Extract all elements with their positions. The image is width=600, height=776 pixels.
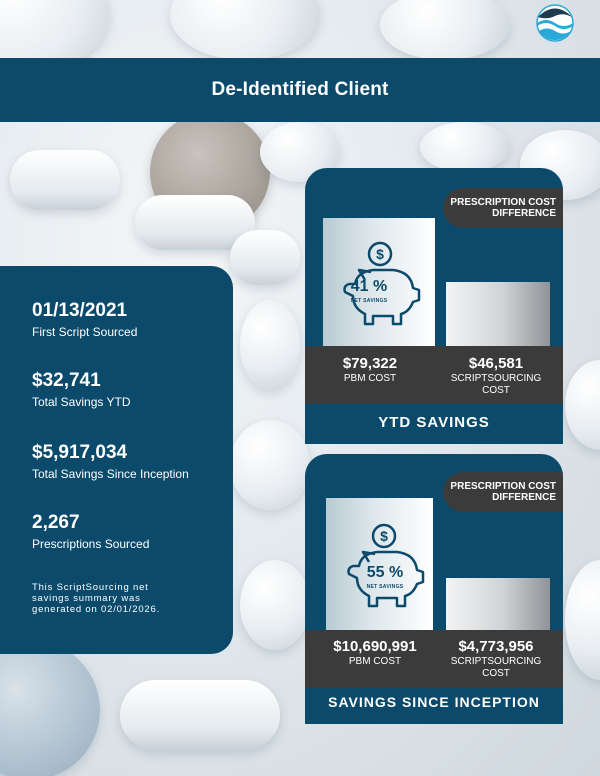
pill-image	[0, 640, 100, 776]
ytd-savings-card: PRESCRIPTION COST DIFFERENCE $ 41 % NET …	[305, 168, 563, 444]
pbm-cost-value: $10,690,991	[333, 638, 417, 655]
first-script-label: First Script Sourced	[32, 325, 138, 339]
pill-image	[230, 420, 310, 510]
prescriptions-label: Prescriptions Sourced	[32, 537, 150, 551]
piggy-bank-icon: $	[347, 523, 425, 608]
savings-inception-value: $5,917,034	[32, 442, 128, 463]
scriptsourcing-cost-label-1: SCRIPTSOURCING	[450, 656, 542, 667]
generated-note: This ScriptSourcing net savings summary …	[32, 582, 161, 615]
inception-savings-title: SAVINGS SINCE INCEPTION	[328, 694, 540, 710]
savings-ytd-value: $32,741	[32, 370, 101, 391]
scriptsourcing-cost-label-2: COST	[482, 385, 510, 396]
cost-values-row: $79,322 PBM COST $46,581 SCRIPTSOURCING …	[305, 346, 563, 404]
scriptsourcing-cost-bar	[446, 282, 550, 346]
inception-savings-card: PRESCRIPTION COST DIFFERENCE $ 55 % NET …	[305, 454, 563, 724]
stat-savings-inception: $5,917,034 Total Savings Since Inception	[32, 442, 189, 481]
card-header-badge: PRESCRIPTION COST DIFFERENCE	[443, 188, 563, 228]
ytd-percent: 41 %	[350, 278, 388, 295]
title-banner: De-Identified Client	[0, 58, 600, 122]
savings-ytd-label: Total Savings YTD	[32, 395, 131, 409]
pbm-cost-label: PBM COST	[343, 373, 397, 384]
savings-inception-label: Total Savings Since Inception	[32, 467, 189, 481]
scriptsourcing-cost-label-2: COST	[482, 668, 510, 679]
pill-image	[565, 360, 600, 450]
pill-image	[240, 560, 310, 650]
company-logo	[532, 4, 578, 42]
pill-image	[380, 0, 510, 60]
card-header-line2: DIFFERENCE	[492, 492, 556, 503]
pbm-cost-bar	[323, 218, 435, 346]
ytd-percent-sub: NET SAVINGS	[350, 298, 388, 304]
capsule-image	[120, 680, 280, 750]
card-header-line2: DIFFERENCE	[492, 208, 556, 219]
scriptsourcing-cost-value: $46,581	[468, 355, 524, 372]
pill-image	[565, 560, 600, 680]
card-header-line1: PRESCRIPTION COST	[450, 197, 556, 208]
capsule-image	[10, 150, 120, 210]
ytd-savings-title: YTD SAVINGS	[378, 414, 490, 431]
scriptsourcing-cost-bar	[446, 578, 550, 630]
stat-first-script: 01/13/2021 First Script Sourced	[32, 300, 137, 339]
pbm-cost-block: $10,690,991 PBM COST	[305, 638, 445, 667]
pbm-cost-label: PBM COST	[348, 656, 402, 667]
pbm-cost-block: $79,322 PBM COST	[305, 355, 435, 384]
inception-percent-sub: NET SAVINGS	[366, 584, 404, 590]
cost-values-row: $10,690,991 PBM COST $4,773,956 SCRIPTSO…	[305, 630, 563, 688]
pbm-cost-value: $79,322	[342, 355, 398, 372]
wave-logo-icon	[536, 4, 574, 42]
stat-savings-ytd: $32,741 Total Savings YTD	[32, 370, 131, 409]
capsule-image	[230, 230, 300, 285]
first-script-date: 01/13/2021	[32, 300, 128, 321]
svg-text:$: $	[376, 246, 384, 262]
pill-image	[170, 0, 320, 60]
piggy-bank-icon: $	[343, 241, 421, 326]
page-title: De-Identified Client	[211, 79, 389, 100]
summary-panel: 01/13/2021 First Script Sourced $32,741 …	[0, 266, 233, 654]
scriptsourcing-cost-block: $4,773,956 SCRIPTSOURCING COST	[437, 638, 555, 679]
prescriptions-value: 2,267	[32, 512, 80, 533]
svg-text:$: $	[380, 528, 388, 544]
inception-percent: 55 %	[366, 564, 404, 581]
stat-prescriptions: 2,267 Prescriptions Sourced	[32, 512, 149, 551]
pill-image	[240, 300, 300, 390]
pill-image	[420, 122, 510, 172]
scriptsourcing-cost-label-1: SCRIPTSOURCING	[450, 373, 542, 384]
scriptsourcing-cost-block: $46,581 SCRIPTSOURCING COST	[437, 355, 555, 396]
card-header-badge: PRESCRIPTION COST DIFFERENCE	[443, 472, 563, 512]
scriptsourcing-cost-value: $4,773,956	[458, 638, 534, 655]
card-header-line1: PRESCRIPTION COST	[450, 481, 556, 492]
